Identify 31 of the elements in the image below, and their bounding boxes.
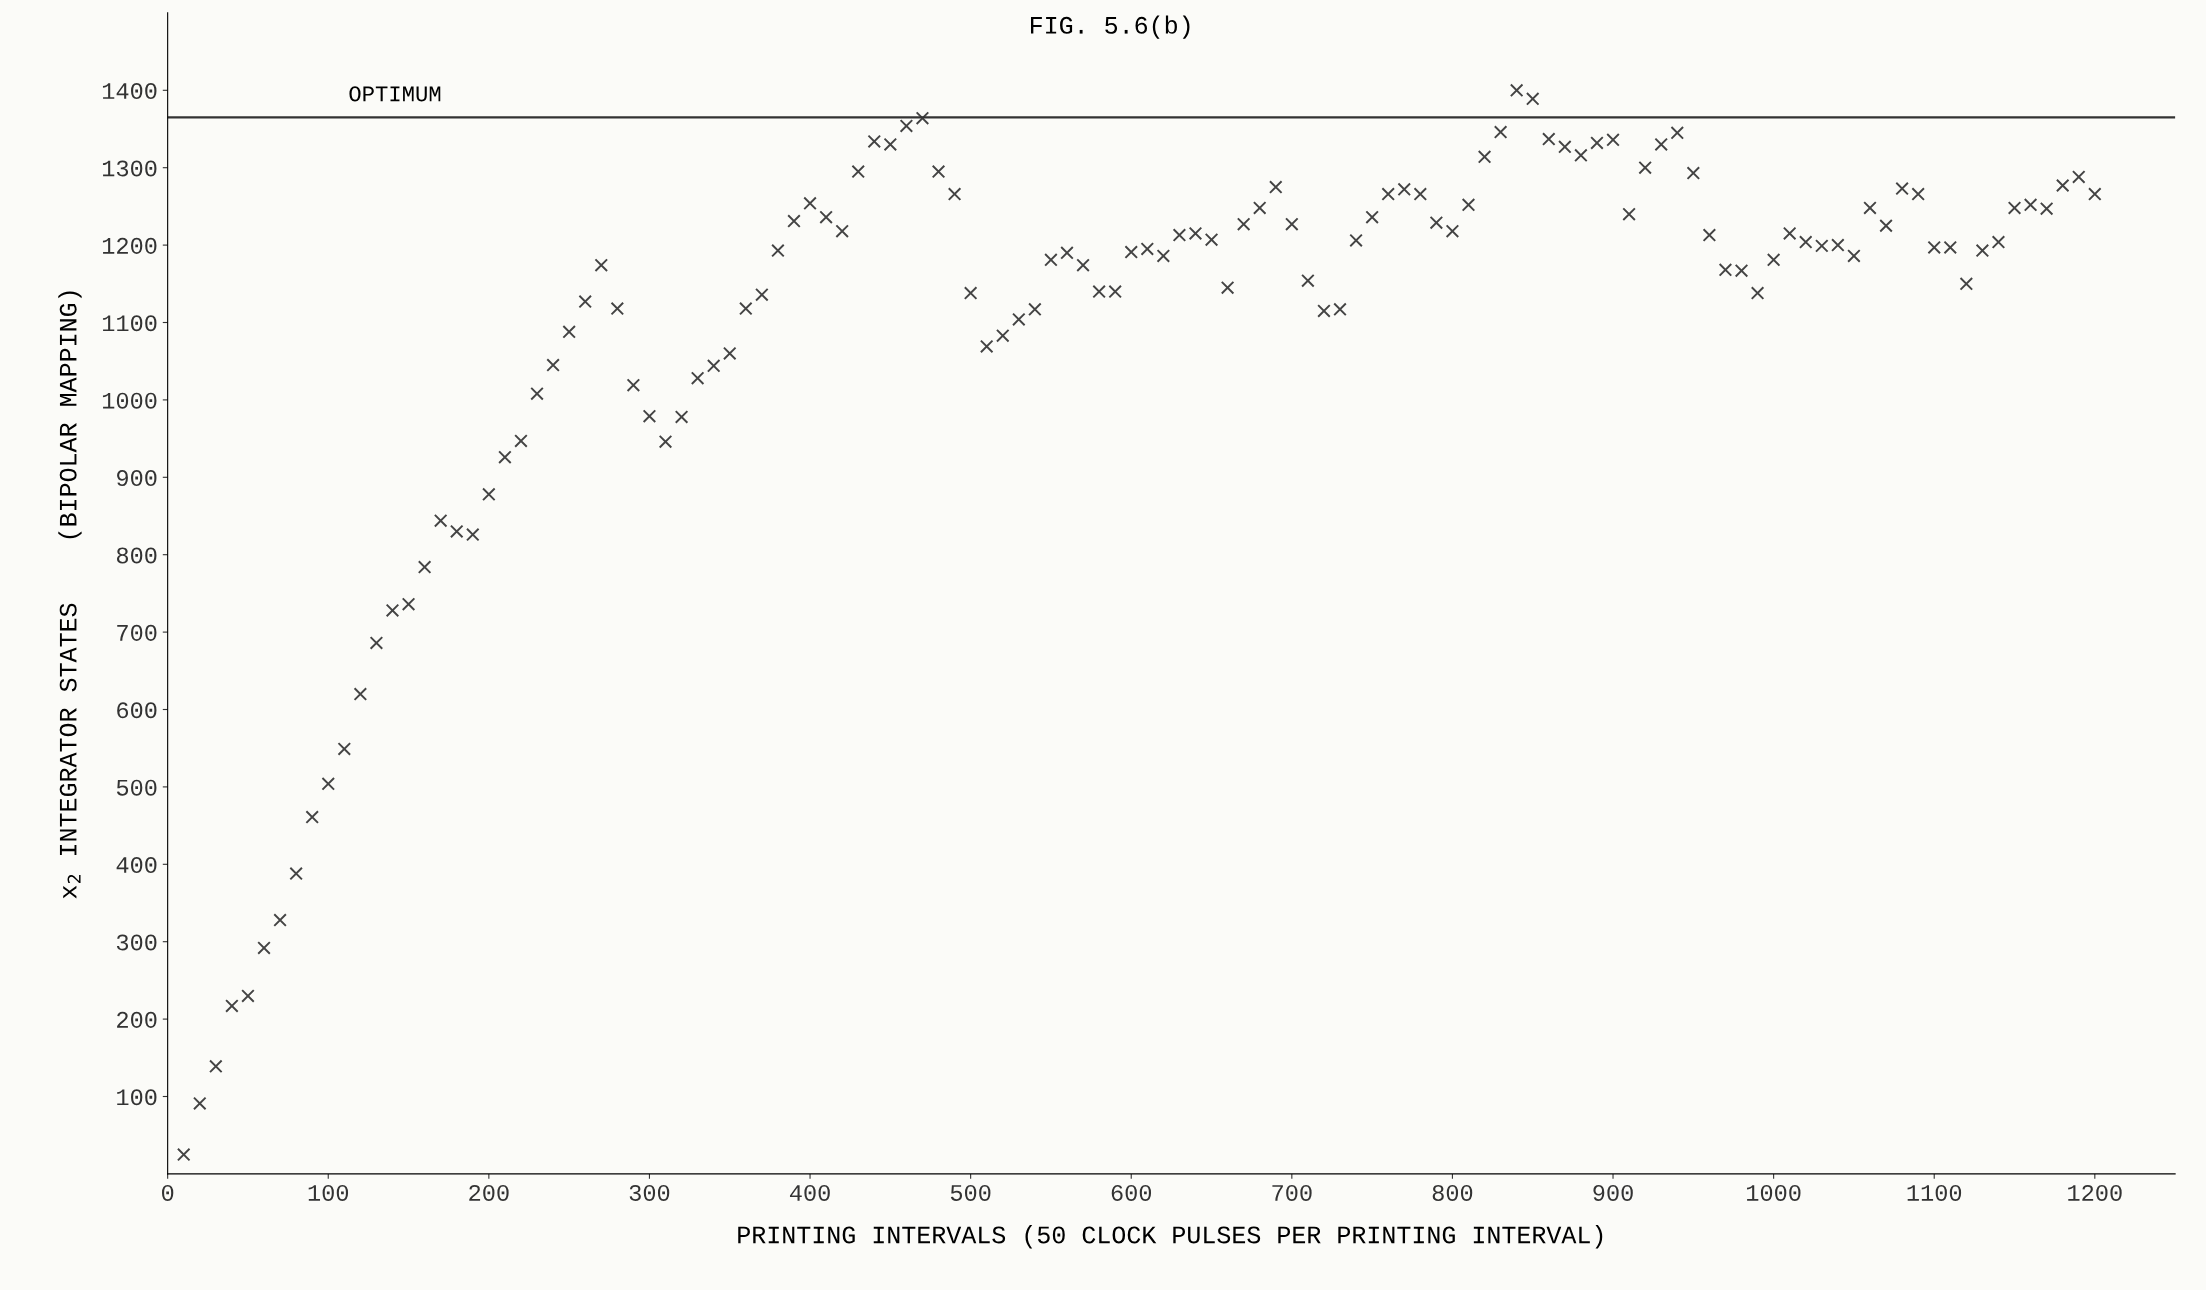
- x-tick-label: 1200: [2068, 1184, 2122, 1201]
- y-axis-title: x$_{2}$ INTEGRATOR STATES (BIPOLAR MAPPING): [58, 291, 82, 899]
- x-tick-label: 500: [950, 1184, 991, 1201]
- y-tick-label: 100: [117, 1089, 157, 1106]
- y-tick-label: 1300: [102, 160, 157, 177]
- y-tick-label: 900: [117, 470, 157, 487]
- x-tick-label: 1000: [1746, 1184, 1801, 1201]
- x-tick-label: 800: [1432, 1184, 1473, 1201]
- chart-title: FIG. 5.6(b): [1031, 15, 1190, 39]
- y-tick-label: 1100: [102, 315, 157, 332]
- x-tick-label: 1100: [1907, 1184, 1962, 1201]
- y-tick-label: 200: [117, 1011, 157, 1028]
- x-tick-label: 400: [789, 1184, 830, 1201]
- x-tick-label: 700: [1272, 1184, 1312, 1201]
- x-tick-label: 600: [1111, 1184, 1152, 1201]
- x-axis-title: PRINTING INTERVALS (50 CLOCK PULSES PER PRINTING INTERVAL): [738, 1225, 1603, 1249]
- y-tick-label: 300: [116, 934, 157, 951]
- y-tick-label: 600: [117, 702, 157, 719]
- y-tick-label: 500: [116, 779, 157, 796]
- y-tick-label: 1200: [102, 237, 157, 254]
- y-tick-label: 1400: [102, 83, 157, 100]
- x-tick-label: 200: [469, 1184, 509, 1201]
- x-tick-label: 300: [629, 1184, 670, 1201]
- y-tick-label: 800: [116, 547, 157, 564]
- y-tick-label: 1000: [102, 392, 157, 409]
- x-tick-label: 0: [162, 1184, 174, 1201]
- x-tick-label: 900: [1593, 1184, 1633, 1201]
- y-tick-label: 400: [116, 857, 157, 874]
- ref-line-label: OPTIMUM: [349, 86, 441, 102]
- x-tick-label: 100: [308, 1184, 349, 1201]
- y-tick-label: 700: [117, 624, 157, 641]
